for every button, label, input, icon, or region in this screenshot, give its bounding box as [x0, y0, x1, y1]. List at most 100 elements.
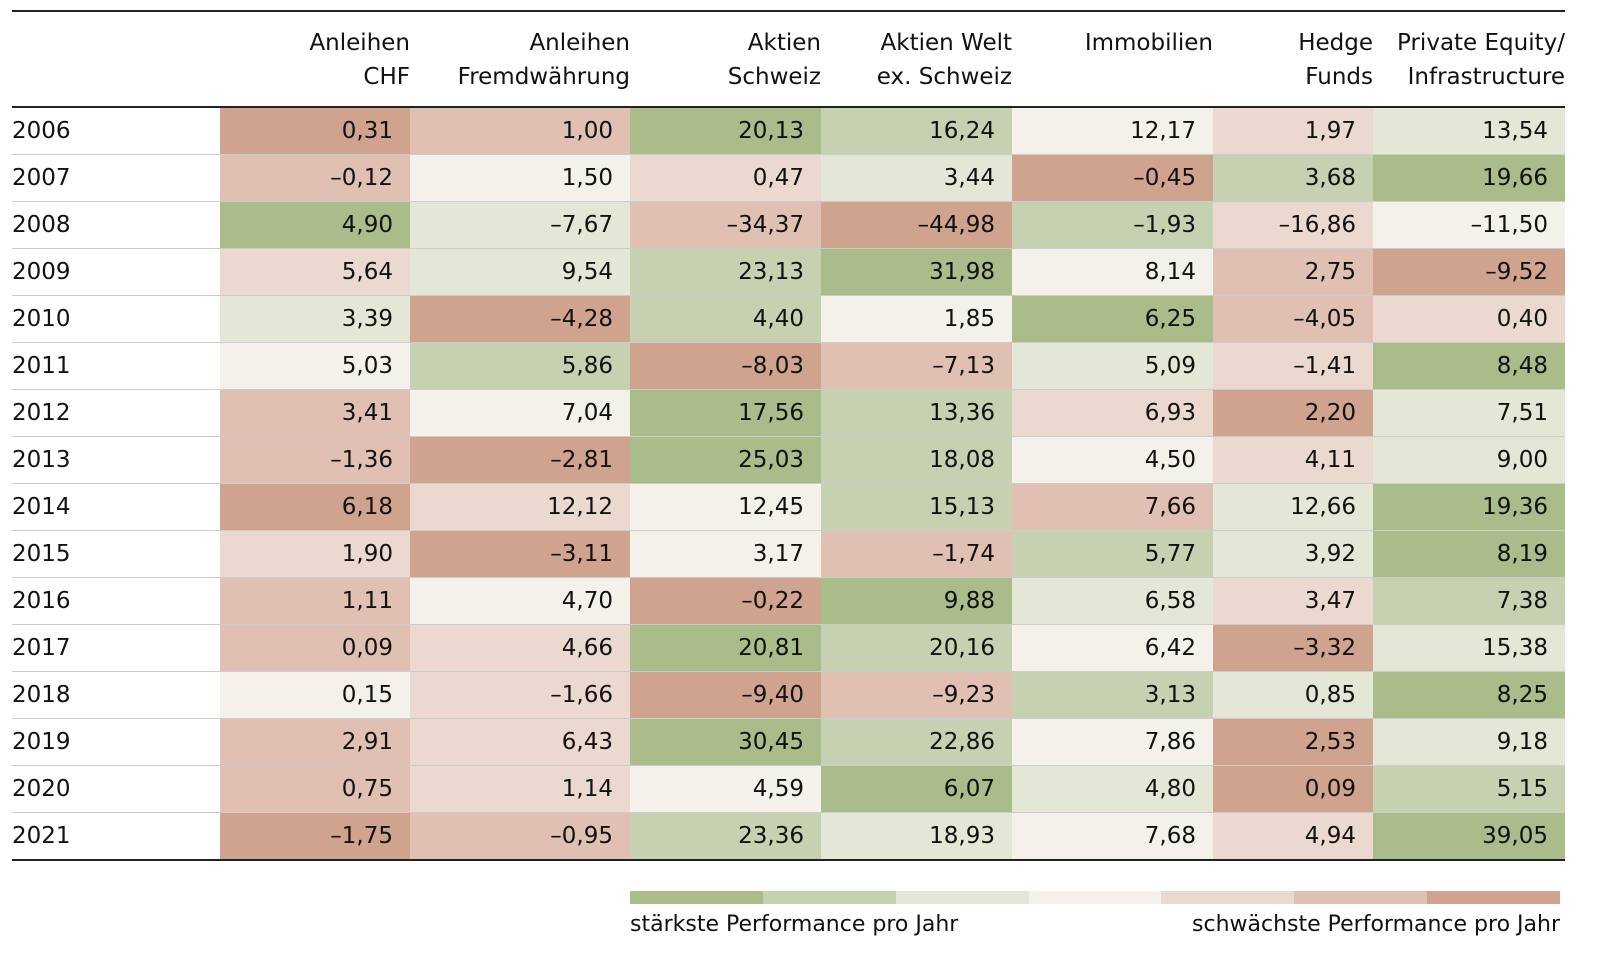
value-cell: 4,50: [1012, 436, 1213, 484]
table-row: 2008 4,90 –7,67 –34,37 –44,98 –1,93 –16,86 –11,…: [12, 201, 1565, 249]
header-cell: Hedge Funds: [1213, 10, 1373, 108]
year-cell: 2018: [12, 671, 220, 719]
legend-worst: schwächste Performance pro Jahr: [1192, 912, 1560, 937]
value-cell: –9,40: [630, 671, 821, 719]
value-cell: –2,81: [410, 436, 630, 484]
table-row: 2006 0,31 1,00 20,13 16,24 12,17 1,97 13,54: [12, 107, 1565, 155]
value-cell: 20,81: [630, 624, 821, 672]
value-cell: –0,12: [220, 154, 410, 202]
value-cell: 3,17: [630, 530, 821, 578]
year-cell: 2017: [12, 624, 220, 672]
value-cell: 7,38: [1373, 577, 1565, 625]
value-cell: –3,32: [1213, 624, 1373, 672]
value-cell: 6,18: [220, 483, 410, 531]
value-cell: –44,98: [821, 201, 1012, 249]
value-cell: –0,95: [410, 812, 630, 861]
value-cell: 2,53: [1213, 718, 1373, 766]
value-cell: 3,13: [1012, 671, 1213, 719]
value-cell: 20,13: [630, 107, 821, 155]
value-cell: 0,09: [1213, 765, 1373, 813]
header-line: ex. Schweiz: [876, 64, 1012, 90]
header-line: Fremdwährung: [457, 64, 630, 90]
year-cell: 2015: [12, 530, 220, 578]
value-cell: 2,20: [1213, 389, 1373, 437]
value-cell: 15,38: [1373, 624, 1565, 672]
value-cell: 3,47: [1213, 577, 1373, 625]
value-cell: –8,03: [630, 342, 821, 390]
value-cell: 6,42: [1012, 624, 1213, 672]
value-cell: 17,56: [630, 389, 821, 437]
value-cell: –34,37: [630, 201, 821, 249]
value-cell: 0,15: [220, 671, 410, 719]
header-line: Funds: [1305, 64, 1373, 90]
value-cell: –1,41: [1213, 342, 1373, 390]
performance-table: Anleihen CHF Anleihen Fremdwährung Aktien Sch…: [12, 10, 1565, 861]
table-row: 2014 6,18 12,12 12,45 15,13 7,66 12,66 19,36: [12, 483, 1565, 531]
value-cell: –4,05: [1213, 295, 1373, 343]
header-line: Immobilien: [1084, 30, 1213, 56]
value-cell: 6,43: [410, 718, 630, 766]
value-cell: –16,86: [1213, 201, 1373, 249]
value-cell: –0,22: [630, 577, 821, 625]
value-cell: 1,90: [220, 530, 410, 578]
legend-swatch: [1294, 891, 1428, 904]
value-cell: 9,00: [1373, 436, 1565, 484]
value-cell: 31,98: [821, 248, 1012, 296]
header-cell: [12, 10, 220, 108]
value-cell: 5,15: [1373, 765, 1565, 813]
table-row: 2010 3,39 –4,28 4,40 1,85 6,25 –4,05 0,40: [12, 295, 1565, 343]
value-cell: –1,93: [1012, 201, 1213, 249]
year-cell: 2006: [12, 107, 220, 155]
value-cell: 5,86: [410, 342, 630, 390]
table-row: 2015 1,90 –3,11 3,17 –1,74 5,77 3,92 8,19: [12, 530, 1565, 578]
year-cell: 2019: [12, 718, 220, 766]
header-cell: Anleihen Fremdwährung: [410, 10, 630, 108]
value-cell: 1,14: [410, 765, 630, 813]
value-cell: 13,54: [1373, 107, 1565, 155]
value-cell: 1,00: [410, 107, 630, 155]
value-cell: 30,45: [630, 718, 821, 766]
value-cell: 2,75: [1213, 248, 1373, 296]
header-cell: Aktien Welt ex. Schweiz: [821, 10, 1012, 108]
table-row: 2021 –1,75 –0,95 23,36 18,93 7,68 4,94 39,05: [12, 812, 1565, 861]
header-line: CHF: [363, 64, 410, 90]
value-cell: 15,13: [821, 483, 1012, 531]
value-cell: 8,48: [1373, 342, 1565, 390]
value-cell: 6,58: [1012, 577, 1213, 625]
value-cell: 23,13: [630, 248, 821, 296]
value-cell: 0,47: [630, 154, 821, 202]
value-cell: 1,97: [1213, 107, 1373, 155]
legend-swatch: [1161, 891, 1295, 904]
value-cell: 6,25: [1012, 295, 1213, 343]
value-cell: 7,66: [1012, 483, 1213, 531]
header-line: Private Equity/: [1397, 30, 1565, 56]
value-cell: 8,19: [1373, 530, 1565, 578]
header-row: Anleihen CHF Anleihen Fremdwährung Aktien Sch…: [12, 10, 1565, 108]
year-cell: 2008: [12, 201, 220, 249]
value-cell: 5,64: [220, 248, 410, 296]
value-cell: 6,93: [1012, 389, 1213, 437]
header-cell: Private Equity/Infrastructure: [1373, 10, 1565, 108]
legend-swatch: [895, 891, 1029, 904]
value-cell: –1,36: [220, 436, 410, 484]
value-cell: 4,59: [630, 765, 821, 813]
value-cell: 9,18: [1373, 718, 1565, 766]
table-row: 2011 5,03 5,86 –8,03 –7,13 5,09 –1,41 8,48: [12, 342, 1565, 390]
value-cell: 12,66: [1213, 483, 1373, 531]
value-cell: 22,86: [821, 718, 1012, 766]
table-row: 2019 2,91 6,43 30,45 22,86 7,86 2,53 9,18: [12, 718, 1565, 766]
value-cell: 19,66: [1373, 154, 1565, 202]
value-cell: 0,75: [220, 765, 410, 813]
value-cell: 0,09: [220, 624, 410, 672]
year-cell: 2012: [12, 389, 220, 437]
value-cell: 39,05: [1373, 812, 1565, 861]
year-cell: 2007: [12, 154, 220, 202]
table-row: 2018 0,15 –1,66 –9,40 –9,23 3,13 0,85 8,25: [12, 671, 1565, 719]
value-cell: 7,86: [1012, 718, 1213, 766]
year-cell: 2020: [12, 765, 220, 813]
legend-swatch: [630, 891, 763, 904]
header-cell: Aktien Schweiz: [630, 10, 821, 108]
table-row: 2017 0,09 4,66 20,81 20,16 6,42 –3,32 15,38: [12, 624, 1565, 672]
value-cell: 4,80: [1012, 765, 1213, 813]
table-row: 2009 5,64 9,54 23,13 31,98 8,14 2,75 –9,52: [12, 248, 1565, 296]
